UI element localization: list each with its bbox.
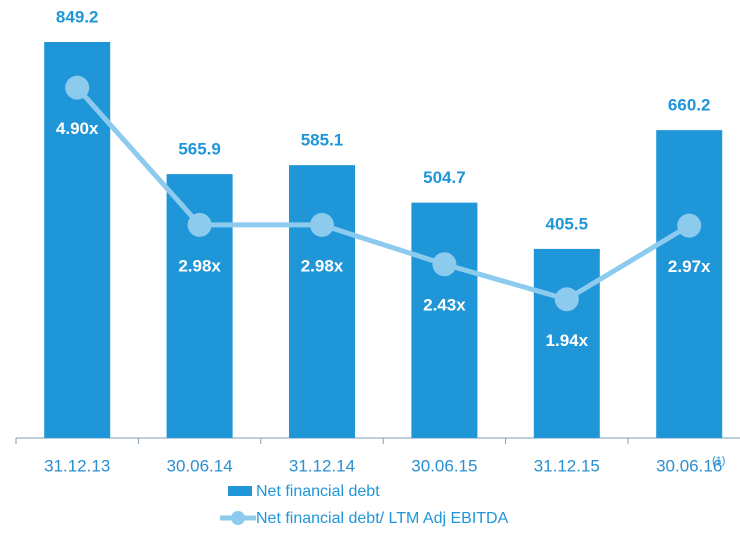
bar-value-label: 849.2: [56, 7, 99, 26]
legend-swatch: [228, 486, 252, 496]
x-tick-label: 30.06.15: [411, 456, 477, 475]
line-marker: [554, 287, 579, 312]
x-tick-label: 31.12.14: [289, 456, 355, 475]
line-value-label: 2.98x: [301, 256, 344, 275]
bar-value-label: 504.7: [423, 168, 466, 187]
line-value-label: 4.90x: [56, 119, 99, 138]
line-marker: [677, 213, 702, 238]
bar-value-label: 585.1: [301, 131, 344, 150]
x-tick-label: 31.12.15: [534, 456, 600, 475]
line-value-label: 2.98x: [178, 256, 221, 275]
bar: [44, 41, 111, 438]
line-value-label: 2.43x: [423, 296, 466, 315]
legend-label: Net financial debt/ LTM Adj EBITDA: [256, 510, 509, 527]
legend-swatch: [231, 511, 245, 525]
line-marker: [432, 252, 457, 277]
line-value-label: 1.94x: [546, 331, 589, 350]
line-marker: [187, 212, 212, 237]
bar: [533, 248, 600, 438]
bar-value-label: 405.5: [546, 214, 589, 233]
line: [75, 85, 691, 302]
bar: [411, 202, 478, 438]
bar-value-label: 565.9: [178, 140, 221, 159]
legend-label: Net financial debt: [256, 483, 380, 500]
x-tick-label: 31.12.13: [44, 456, 110, 475]
bar-value-label: 660.2: [668, 96, 711, 115]
x-tick-label: 30.06.16: [656, 456, 722, 475]
x-tick-label: 30.06.14: [167, 456, 233, 475]
bar: [656, 130, 723, 438]
line-marker: [65, 75, 90, 100]
line-marker: [310, 212, 334, 237]
bar: [289, 165, 355, 438]
line-value-label: 2.97x: [668, 257, 711, 276]
annotation: (1): [712, 455, 725, 467]
